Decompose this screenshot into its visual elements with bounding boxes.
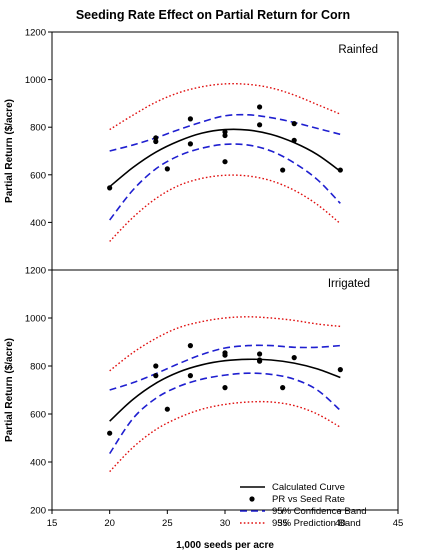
data-point [153,138,159,145]
data-point [222,352,228,358]
data-point [337,367,343,373]
x-tick-label: 25 [162,518,173,529]
confidence-band-lower [109,143,341,221]
y-axis-label-irrigated: Partial Return ($/acre) [4,338,15,442]
y-tick-label: 600 [30,170,46,181]
data-point [280,167,286,173]
x-axis-label: 1,000 seeds per acre [176,540,274,551]
x-tick-label: 45 [393,518,404,529]
data-point [164,166,170,172]
legend-entry-points: PR vs Seed Rate [249,494,345,505]
prediction-band-lower [109,400,341,473]
legend-label-confidence: 95% Confidence Band [272,506,367,517]
panel-label-irrigated: Irrigated [328,278,370,290]
chart-title: Seeding Rate Effect on Partial Return fo… [76,8,350,22]
data-point [291,355,297,361]
y-axis-label-rainfed: Partial Return ($/acre) [4,99,15,203]
legend-label-points: PR vs Seed Rate [272,494,345,505]
data-point [187,116,193,122]
y-tick-label: 600 [30,410,46,421]
y-tick-label: 1200 [25,28,46,39]
y-tick-label: 800 [30,362,46,373]
legend-entry-curve: Calculated Curve [240,482,345,493]
data-point [222,159,228,165]
rainfed-series [107,82,343,242]
y-tick-label: 1000 [25,75,46,86]
data-point [164,406,170,412]
legend-label-curve: Calculated Curve [272,482,345,493]
prediction-band-upper [109,82,341,131]
x-tick-label: 35 [277,518,288,529]
y-tick-label: 400 [30,218,46,229]
irrigated-series [107,316,343,473]
y-tick-label: 400 [30,458,46,469]
y-tick-label: 200 [30,506,46,517]
x-tick-label: 30 [220,518,231,529]
data-point [222,129,228,135]
data-point [291,121,297,127]
x-axis-ticks: 15 20 25 30 35 40 45 [47,510,404,529]
confidence-band-lower [109,372,341,455]
data-point [187,373,193,379]
legend-swatch [249,496,255,502]
data-point [187,343,193,349]
legend-entry-confidence: 95% Confidence Band [240,506,367,517]
data-point [222,385,228,391]
y-tick-label: 1200 [25,266,46,277]
data-point [257,357,263,363]
y-tick-label: 1000 [25,314,46,325]
x-tick-label: 40 [335,518,346,529]
data-point [153,363,159,369]
x-tick-label: 15 [47,518,58,529]
calculated-curve [109,358,341,422]
rainfed-ticks: 400 600 800 1000 1200 [25,28,52,271]
prediction-band-lower [109,174,341,242]
confidence-band-upper [109,344,341,391]
data-point [222,132,228,139]
data-point [257,122,263,128]
data-point [280,385,286,391]
data-point [257,351,263,357]
data-point [337,167,343,173]
y-tick-label: 800 [30,123,46,134]
data-point [107,185,113,191]
prediction-band-upper [109,316,341,372]
plot-frame-rainfed [51,31,399,271]
data-point [187,141,193,147]
panel-label-rainfed: Rainfed [338,44,378,56]
irrigated-ticks: 200 400 600 800 1000 1200 [25,266,52,517]
data-point [257,104,263,110]
legend-entry-prediction: 95% Prediction Band [240,518,361,529]
data-point [153,135,159,141]
x-tick-label: 20 [104,518,115,529]
data-point [107,430,113,436]
data-point [291,137,297,143]
legend-label-prediction: 95% Prediction Band [272,518,361,529]
data-point [153,373,159,379]
legend: Calculated Curve PR vs Seed Rate 95% Con… [240,482,367,529]
